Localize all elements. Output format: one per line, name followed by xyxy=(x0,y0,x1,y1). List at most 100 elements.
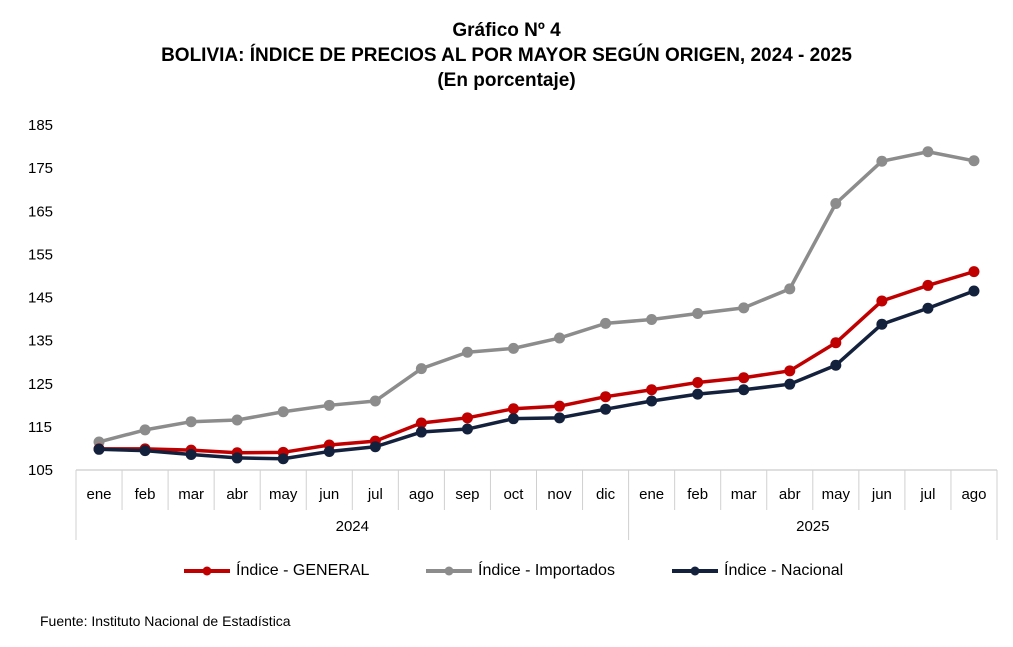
x-tick-label: sep xyxy=(455,486,479,503)
group-label: 2024 xyxy=(336,518,369,535)
data-point xyxy=(507,342,519,354)
data-point xyxy=(231,452,243,464)
data-point xyxy=(646,384,658,396)
legend-item-nacional: Índice - Nacional xyxy=(670,562,843,580)
data-point xyxy=(784,283,796,295)
data-point xyxy=(323,445,335,457)
data-point xyxy=(968,285,980,297)
data-point xyxy=(692,388,704,400)
data-point xyxy=(922,146,934,158)
y-tick-label: 125 xyxy=(28,376,53,393)
x-tick-label: jul xyxy=(919,486,935,503)
data-point xyxy=(461,423,473,435)
y-tick-label: 145 xyxy=(28,290,53,307)
data-point xyxy=(738,372,750,384)
data-point xyxy=(692,376,704,388)
x-tick-label: dic xyxy=(596,486,616,503)
legend-label-importados: Índice - Importados xyxy=(478,562,615,579)
y-tick-label: 135 xyxy=(28,333,53,350)
data-point xyxy=(646,313,658,325)
data-point xyxy=(830,197,842,209)
data-point xyxy=(277,406,289,418)
chart-titles: Gráfico Nº 4 BOLIVIA: ÍNDICE DE PRECIOS … xyxy=(0,18,1013,93)
legend-swatch-importados xyxy=(426,566,472,576)
x-tick-label: may xyxy=(822,486,851,503)
x-tick-label: ago xyxy=(409,486,434,503)
series-line xyxy=(97,269,976,455)
data-point xyxy=(277,453,289,465)
x-tick-label: feb xyxy=(135,486,156,503)
data-point xyxy=(600,317,612,329)
x-tick-label: ene xyxy=(639,486,664,503)
x-tick-label: nov xyxy=(547,486,572,503)
x-tick-label: mar xyxy=(731,486,757,503)
data-point xyxy=(554,400,566,412)
data-point xyxy=(185,416,197,428)
legend-swatch-general xyxy=(184,566,230,576)
legend-label-general: Índice - GENERAL xyxy=(236,562,370,579)
legend-label-nacional: Índice - Nacional xyxy=(724,562,844,579)
data-point xyxy=(507,413,519,425)
data-point xyxy=(415,417,427,429)
data-point xyxy=(323,399,335,411)
data-point xyxy=(369,441,381,453)
data-point xyxy=(738,384,750,396)
data-point xyxy=(784,365,796,377)
data-point xyxy=(139,445,151,457)
data-point xyxy=(968,155,980,167)
data-point xyxy=(646,395,658,407)
data-point xyxy=(968,266,980,278)
chart-subtitle: BOLIVIA: ÍNDICE DE PRECIOS AL POR MAYOR … xyxy=(161,45,852,66)
x-tick-label: may xyxy=(269,486,298,503)
x-tick-label: oct xyxy=(503,486,524,503)
y-tick-label: 115 xyxy=(28,419,52,436)
data-point xyxy=(738,302,750,314)
series-line xyxy=(97,149,976,444)
x-tick-label: feb xyxy=(687,486,708,503)
x-tick-label: abr xyxy=(779,486,801,503)
group-label: 2025 xyxy=(796,518,829,535)
data-point xyxy=(830,359,842,371)
data-point xyxy=(461,412,473,424)
data-point xyxy=(600,391,612,403)
legend-swatch-nacional xyxy=(672,566,718,576)
chart-note: (En porcentaje) xyxy=(437,70,576,91)
x-tick-label: abr xyxy=(226,486,248,503)
x-tick-label: jul xyxy=(367,486,383,503)
y-tick-label: 185 xyxy=(28,117,53,134)
data-point xyxy=(876,295,888,307)
source-note: Fuente: Instituto Nacional de Estadístic… xyxy=(40,613,291,629)
y-tick-label: 175 xyxy=(28,160,53,177)
data-point xyxy=(554,332,566,344)
x-tick-label: mar xyxy=(178,486,204,503)
data-point xyxy=(507,403,519,415)
data-point xyxy=(369,395,381,407)
data-point xyxy=(922,302,934,314)
data-point xyxy=(139,424,151,436)
data-point xyxy=(461,346,473,358)
y-tick-label: 105 xyxy=(28,462,53,479)
data-point xyxy=(830,337,842,349)
series-line xyxy=(97,289,976,461)
y-tick-label: 155 xyxy=(28,246,53,263)
data-point xyxy=(93,443,105,455)
data-point xyxy=(876,155,888,167)
x-tick-label: ene xyxy=(87,486,112,503)
y-tick-label: 165 xyxy=(28,203,53,220)
data-point xyxy=(554,412,566,424)
x-tick-label: ago xyxy=(961,486,986,503)
data-point xyxy=(415,363,427,375)
x-tick-label: jun xyxy=(318,486,339,503)
data-point xyxy=(922,279,934,291)
data-point xyxy=(600,403,612,415)
legend-item-general: Índice - GENERAL xyxy=(182,562,369,580)
x-tick-label: jun xyxy=(871,486,892,503)
line-chart: 105 115 125 135 145 155 165 175 185 ene feb mar abr m… xyxy=(28,117,998,540)
data-point xyxy=(876,318,888,330)
legend-item-importados: Índice - Importados xyxy=(424,562,615,580)
data-point xyxy=(692,307,704,319)
data-point xyxy=(784,378,796,390)
chart-title: Gráfico Nº 4 xyxy=(452,20,561,41)
data-point xyxy=(415,426,427,438)
data-point xyxy=(185,448,197,460)
